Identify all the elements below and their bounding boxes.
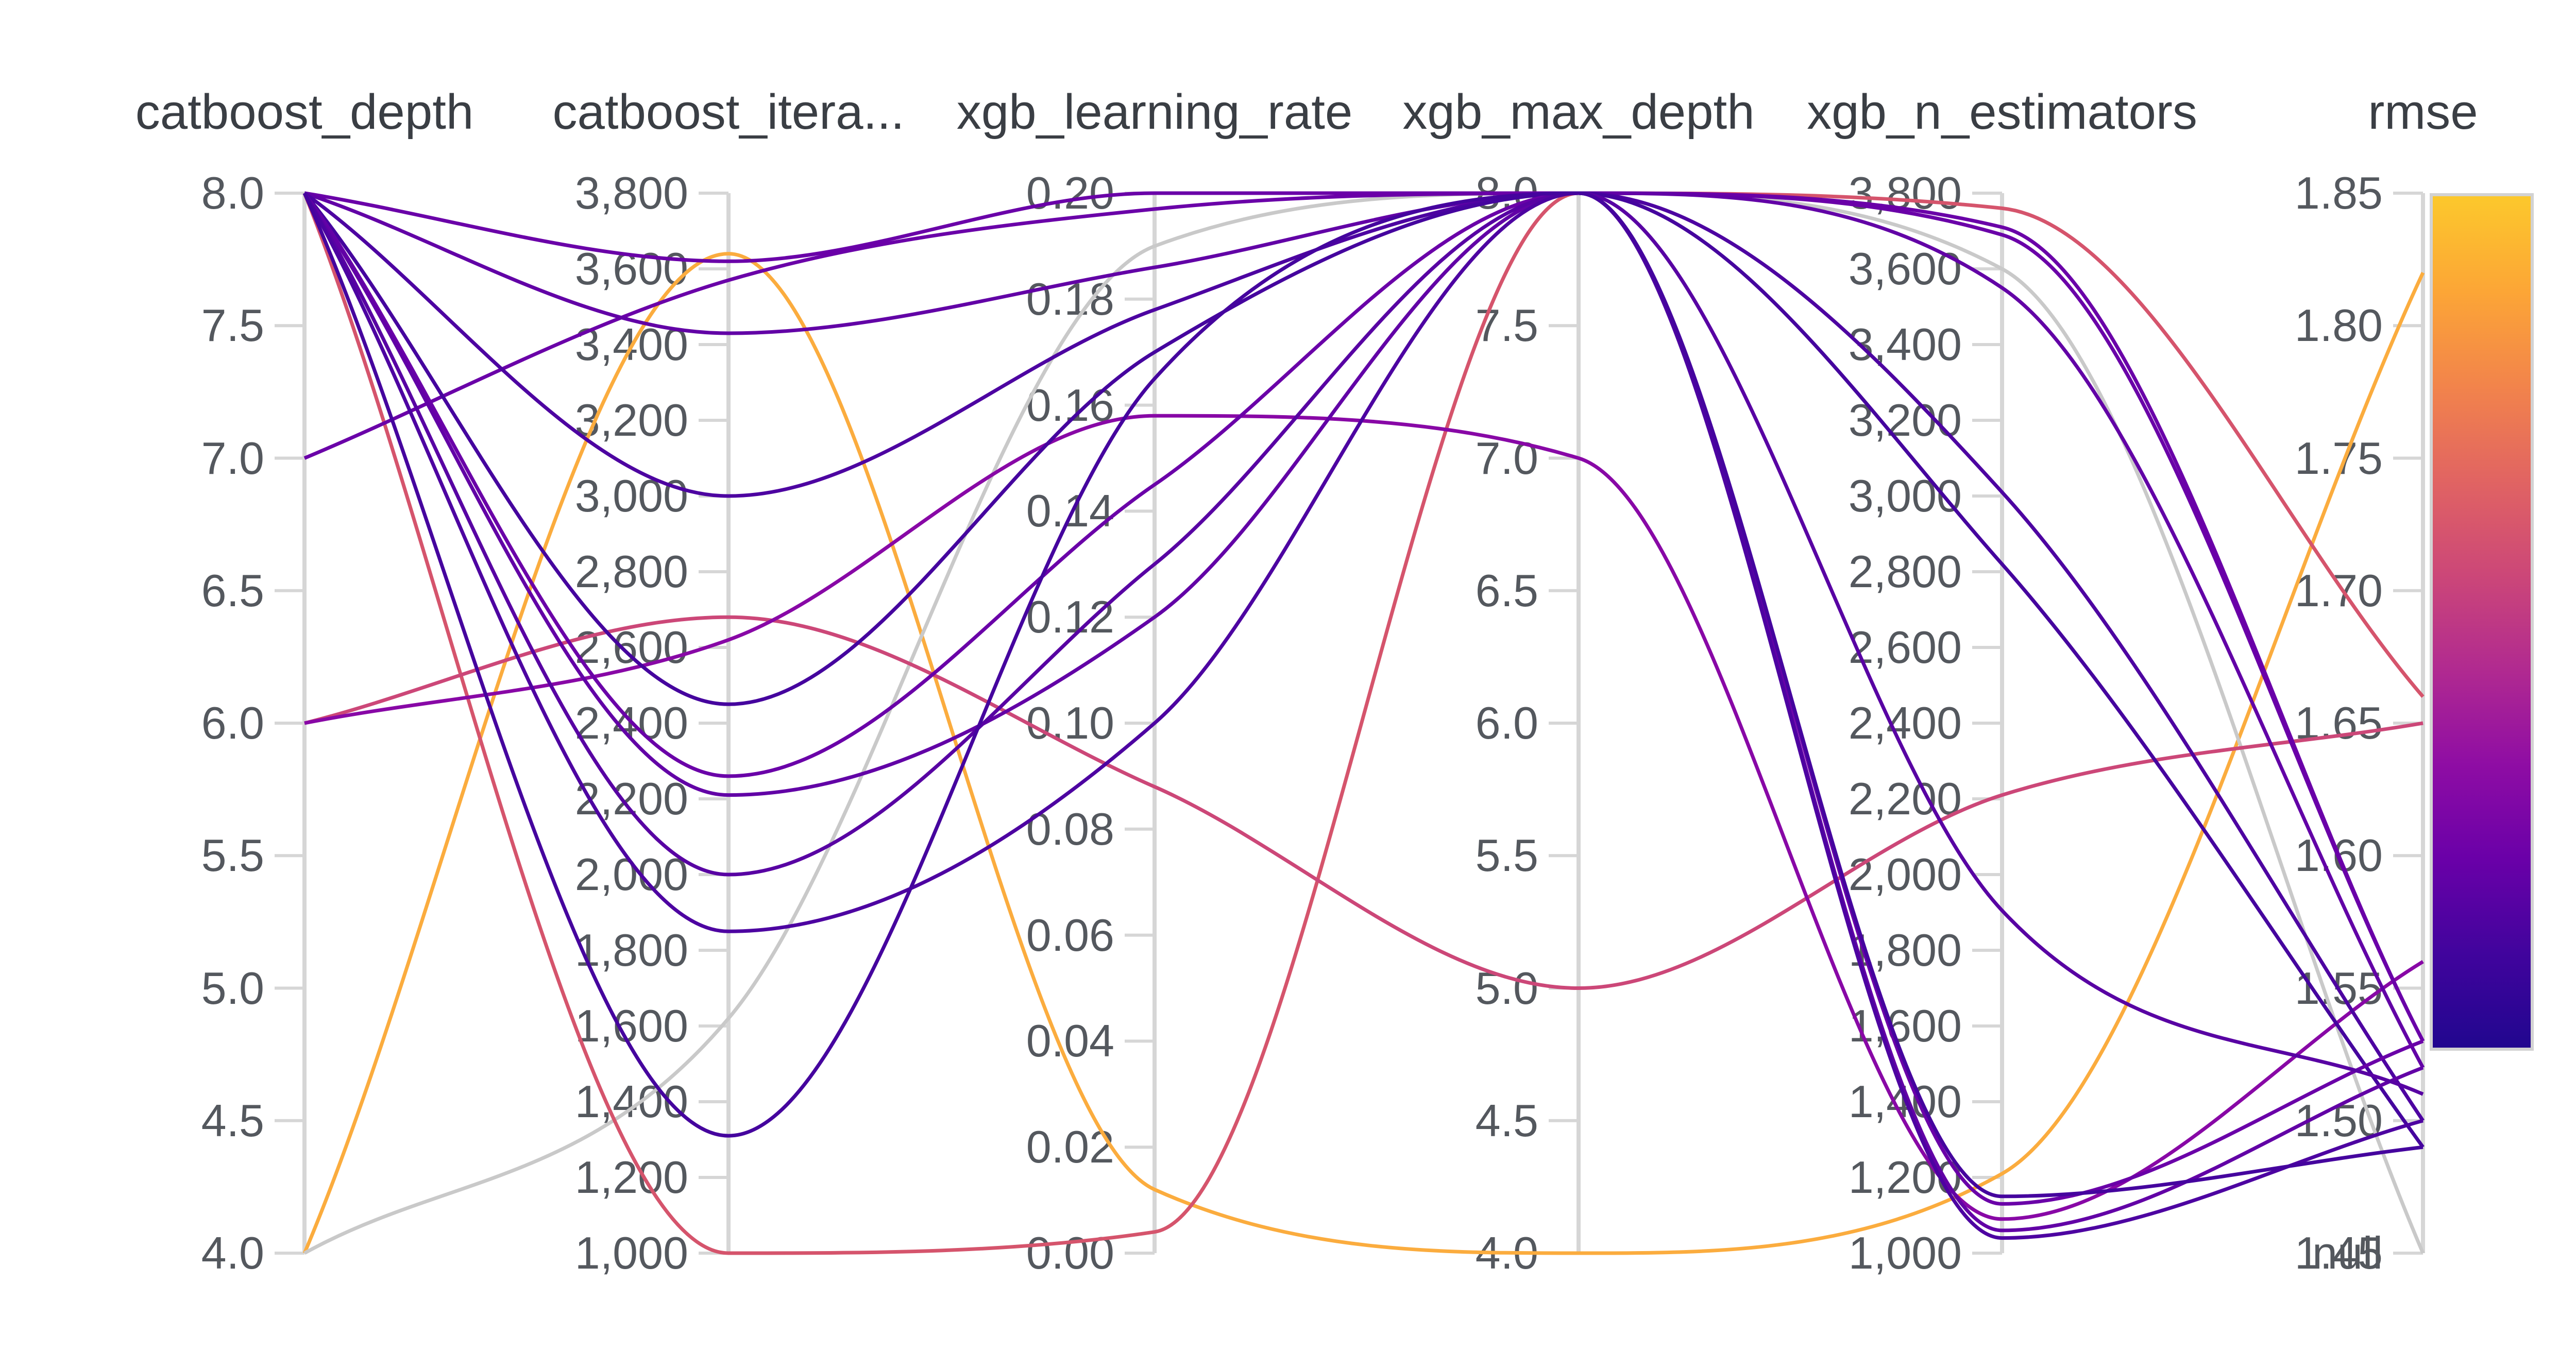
run-line-2[interactable] (302, 191, 2425, 1255)
tick-label-xgb_n_estimators: 1,000 (1848, 1227, 1962, 1278)
tick-label-xgb_n_estimators: 2,600 (1848, 622, 1962, 673)
tick-label-catboost_iterations: 2,000 (574, 849, 688, 900)
run-line-5[interactable] (303, 191, 2425, 1042)
run-line-14[interactable] (302, 191, 2424, 1199)
tick-label-xgb_learning_rate: 0.12 (1026, 591, 1114, 643)
axis-title-rmse[interactable]: rmse (2368, 84, 2478, 140)
tick-label-catboost_depth: 6.0 (201, 697, 264, 748)
tick-label-catboost_iterations: 1,200 (574, 1152, 688, 1203)
run-line-9[interactable] (303, 191, 2425, 1149)
tick-label-catboost_iterations: 2,200 (574, 773, 688, 824)
tick-label-rmse: 1.70 (2294, 565, 2383, 616)
run-line-11[interactable] (303, 191, 2424, 1233)
tick-label-catboost_iterations: 1,000 (574, 1227, 688, 1278)
tick-label-xgb_max_depth: 5.5 (1475, 830, 1538, 881)
tick-label-catboost_iterations: 1,600 (574, 1000, 688, 1051)
tick-label-xgb_learning_rate: 0.04 (1026, 1015, 1114, 1067)
tick-label-catboost_depth: 4.5 (201, 1095, 264, 1146)
tick-label-catboost_iterations: 2,600 (574, 622, 688, 673)
tick-label-null: null (2312, 1227, 2383, 1278)
tick-label-xgb_learning_rate: 0.20 (1026, 167, 1114, 218)
tick-label-xgb_learning_rate: 0.06 (1026, 909, 1114, 961)
tick-label-xgb_n_estimators: 2,800 (1848, 546, 1962, 597)
tick-label-xgb_max_depth: 7.5 (1475, 300, 1538, 351)
tick-label-xgb_max_depth: 6.5 (1475, 565, 1538, 616)
tick-label-rmse: 1.45 (2294, 1227, 2383, 1278)
tick-label-catboost_depth: 7.5 (201, 300, 264, 351)
tick-label-catboost_depth: 8.0 (201, 167, 264, 218)
tick-label-rmse: 1.80 (2294, 300, 2383, 351)
tick-label-xgb_n_estimators: 2,000 (1848, 849, 1962, 900)
run-line-10[interactable] (303, 191, 2424, 1206)
run-line-13[interactable] (302, 191, 2424, 1240)
tick-label-xgb_max_depth: 4.5 (1475, 1095, 1538, 1146)
run-line-3[interactable] (304, 615, 2424, 990)
run-line-8[interactable] (303, 191, 2425, 1122)
tick-label-catboost_iterations: 1,800 (574, 925, 688, 976)
run-line-0[interactable] (302, 252, 2425, 1255)
tick-label-rmse: 1.85 (2294, 167, 2383, 218)
tick-label-xgb_max_depth: 6.0 (1475, 697, 1538, 748)
tick-label-catboost_depth: 5.0 (201, 962, 264, 1014)
tick-label-xgb_learning_rate: 0.10 (1026, 697, 1114, 748)
tick-label-catboost_depth: 6.5 (201, 565, 264, 616)
run-line-4[interactable] (304, 414, 2424, 1221)
axis-title-catboost_iterations[interactable]: catboost_itera... (552, 84, 905, 140)
tick-label-catboost_iterations: 3,800 (574, 167, 688, 218)
tick-label-xgb_n_estimators: 2,200 (1848, 773, 1962, 824)
axis-title-xgb_learning_rate[interactable]: xgb_learning_rate (956, 84, 1353, 140)
tick-label-xgb_learning_rate: 0.00 (1026, 1227, 1114, 1278)
tick-label-catboost_depth: 5.5 (201, 830, 264, 881)
tick-label-catboost_iterations: 3,600 (574, 243, 688, 294)
axis-title-xgb_n_estimators[interactable]: xgb_n_estimators (1807, 84, 2197, 140)
run-line-12[interactable] (303, 191, 2424, 1096)
rmse-colorbar-legend (2430, 193, 2534, 1051)
axis-title-catboost_depth[interactable]: catboost_depth (135, 84, 474, 140)
tick-label-catboost_depth: 4.0 (201, 1227, 264, 1278)
axis-title-xgb_max_depth[interactable]: xgb_max_depth (1402, 84, 1755, 140)
tick-label-xgb_n_estimators: 3,400 (1848, 319, 1962, 370)
tick-label-catboost_depth: 7.0 (201, 432, 264, 484)
tick-label-catboost_iterations: 3,000 (574, 470, 688, 521)
tick-label-xgb_n_estimators: 2,400 (1848, 697, 1962, 748)
run-line-1-null[interactable] (303, 191, 2425, 1255)
tick-label-catboost_iterations: 2,800 (574, 546, 688, 597)
run-line-6[interactable] (304, 191, 2425, 1042)
